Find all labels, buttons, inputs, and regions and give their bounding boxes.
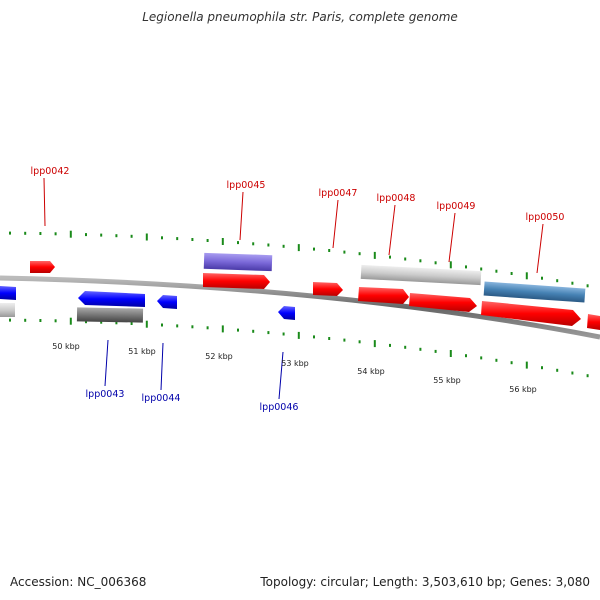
scale-label-56kbp: 56 kbp (509, 385, 537, 394)
gene-labels: lpp0042 lpp0043 lpp0044 lpp0045 lpp0046 … (31, 166, 565, 413)
feature-lpp0041-cds[interactable] (0, 286, 16, 300)
scale-labels: 50 kbp 51 kbp 52 kbp 53 kbp 54 kbp 55 kb… (52, 342, 537, 394)
leader-lpp0042 (43, 177, 46, 227)
leader-lpp0044 (160, 342, 164, 391)
feature-lpp0041-gene[interactable] (0, 303, 15, 317)
gene-label-lpp0050[interactable]: lpp0050 (526, 212, 565, 223)
feature-lpp0043-cds[interactable] (78, 291, 145, 307)
scale-label-54kbp: 54 kbp (357, 367, 385, 376)
scale-label-50kbp: 50 kbp (52, 342, 80, 351)
gene-label-lpp0046[interactable]: lpp0046 (260, 402, 299, 413)
gene-label-lpp0045[interactable]: lpp0045 (227, 180, 266, 191)
label-leaders (43, 177, 544, 400)
tick-track-inner (9, 317, 589, 378)
feature-lpp0042-cds[interactable] (30, 261, 55, 273)
gene-label-lpp0044[interactable]: lpp0044 (142, 393, 181, 404)
tick-track-outer (9, 230, 589, 288)
leader-lpp0050 (536, 223, 544, 274)
genome-summary-text: Topology: circular; Length: 3,503,610 bp… (260, 575, 590, 589)
scale-label-55kbp: 55 kbp (433, 376, 461, 385)
leader-lpp0045 (239, 191, 244, 241)
feature-lpp0050-cds[interactable] (481, 301, 581, 326)
feature-lpp0043-gene[interactable] (76, 307, 144, 323)
gene-label-lpp0048[interactable]: lpp0048 (377, 193, 416, 204)
gene-label-lpp0042[interactable]: lpp0042 (31, 166, 70, 177)
feature-lpp0046-cds[interactable] (278, 306, 295, 320)
feature-lpp0050-gene[interactable] (483, 281, 586, 303)
leader-lpp0048 (388, 204, 396, 256)
feature-lpp0048-cds[interactable] (358, 287, 409, 304)
gene-label-lpp0049[interactable]: lpp0049 (437, 201, 476, 212)
scale-label-51kbp: 51 kbp (128, 347, 156, 356)
accession-text: Accession: NC_006368 (10, 575, 147, 589)
feature-lpp0045-cds[interactable] (203, 273, 270, 289)
gene-label-lpp0043[interactable]: lpp0043 (86, 389, 125, 400)
gene-label-lpp0047[interactable]: lpp0047 (319, 188, 358, 199)
feature-lpp0044-cds[interactable] (157, 295, 177, 309)
genome-backbone (0, 275, 600, 340)
feature-lpp0048-gene[interactable] (360, 264, 482, 286)
feature-lpp0049-cds[interactable] (409, 293, 477, 312)
feature-lpp0045-gene[interactable] (203, 252, 273, 272)
feature-lpp0047-cds[interactable] (313, 282, 343, 296)
leader-lpp0049 (448, 212, 456, 263)
leader-lpp0047 (332, 199, 339, 249)
feature-lpp0051-cds[interactable] (587, 314, 600, 330)
map-title: Legionella pneumophila str. Paris, compl… (142, 10, 458, 24)
leader-lpp0046 (278, 351, 284, 400)
scale-label-52kbp: 52 kbp (205, 352, 233, 361)
scale-label-53kbp: 53 kbp (281, 359, 309, 368)
leader-lpp0043 (104, 339, 109, 387)
